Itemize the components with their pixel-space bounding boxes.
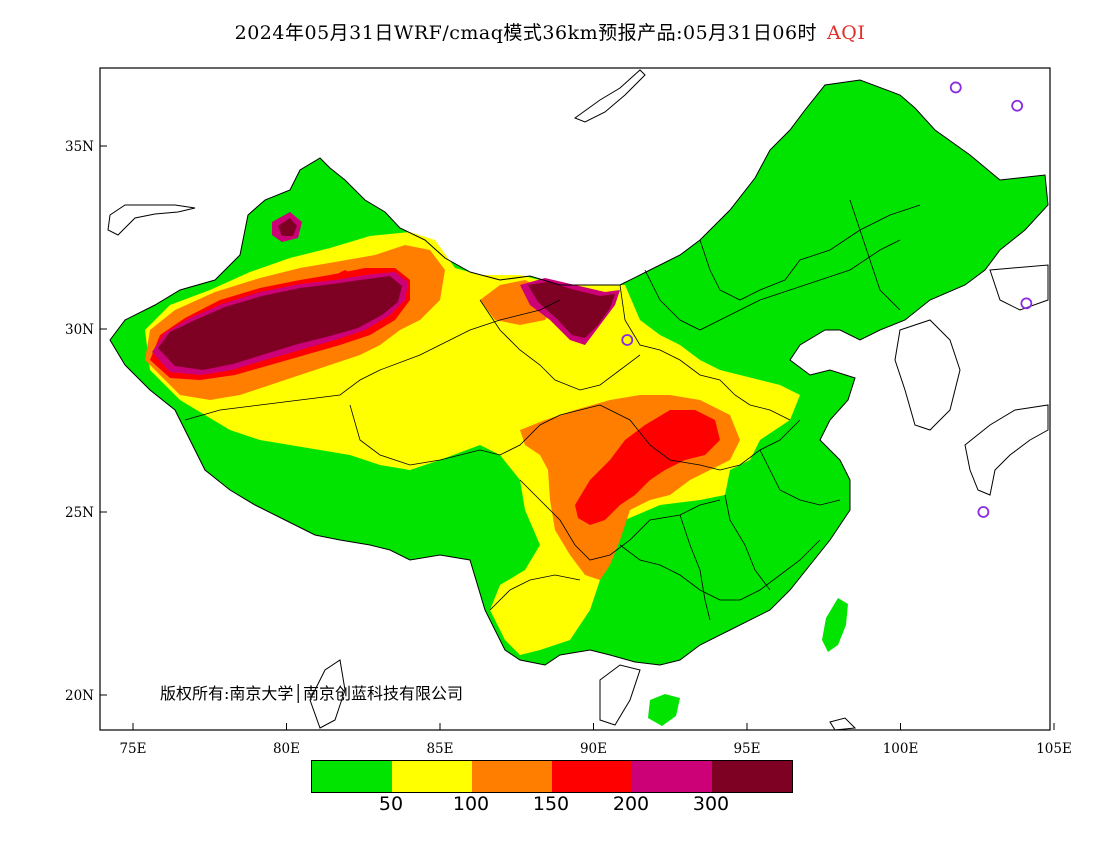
title-main: 2024年05月31日WRF/cmaq模式36km预报产品:05月31日06时 xyxy=(234,22,818,44)
legend-label: 200 xyxy=(612,793,650,815)
hainan-island xyxy=(648,694,680,726)
city-station-marker xyxy=(1095,339,1100,349)
legend-label: 100 xyxy=(452,793,490,815)
lat-tick-label: 25N xyxy=(65,505,94,521)
city-station-marker xyxy=(977,506,990,518)
legend-swatch xyxy=(632,761,712,792)
province-borders xyxy=(184,199,921,621)
title-variable: AQI xyxy=(827,22,866,44)
lon-tick-label: 85E xyxy=(426,741,453,757)
aqi-region-maroon xyxy=(158,218,615,370)
city-station-marker xyxy=(621,334,634,346)
legend-swatch xyxy=(312,761,392,792)
map-frame xyxy=(99,67,1051,731)
city-station-marker xyxy=(1020,297,1033,310)
taiwan-island xyxy=(822,598,848,652)
city-station-marker xyxy=(1089,13,1099,23)
copyright-text: 版权所有:南京大学│南京创蓝科技有限公司 xyxy=(160,684,464,703)
legend-swatch xyxy=(552,761,632,792)
latitude-axis: 20N25N30N35N40N45N50N xyxy=(65,139,107,704)
lon-tick-label: 95E xyxy=(733,741,760,757)
station-markers xyxy=(621,13,1100,518)
legend-swatch xyxy=(472,761,552,792)
map-title: 2024年05月31日WRF/cmaq模式36km预报产品:05月31日06时 A… xyxy=(0,18,1100,45)
lat-tick-label: 20N xyxy=(65,688,94,704)
legend-swatch xyxy=(712,761,792,792)
lon-tick-label: 105E xyxy=(1036,741,1072,757)
longitude-axis: 75E80E85E90E95E100E105E110E115E120E125E1… xyxy=(119,723,1072,757)
legend-label: 150 xyxy=(532,793,570,815)
lat-tick-label: 35N xyxy=(65,139,94,155)
legend-swatch xyxy=(392,761,472,792)
china-border xyxy=(109,79,1049,666)
map-content xyxy=(107,13,1100,730)
aqi-legend-bar xyxy=(311,760,793,793)
city-station-marker xyxy=(949,81,962,94)
lon-tick-label: 90E xyxy=(580,741,607,757)
lon-tick-label: 75E xyxy=(119,741,146,757)
lat-tick-label: 30N xyxy=(65,322,94,338)
legend-label: 50 xyxy=(378,793,404,815)
lon-tick-label: 100E xyxy=(883,741,919,757)
neighbor-coastlines xyxy=(107,69,1049,730)
lon-tick-label: 80E xyxy=(273,741,300,757)
legend-label: 300 xyxy=(692,793,730,815)
city-station-marker xyxy=(1011,99,1024,112)
